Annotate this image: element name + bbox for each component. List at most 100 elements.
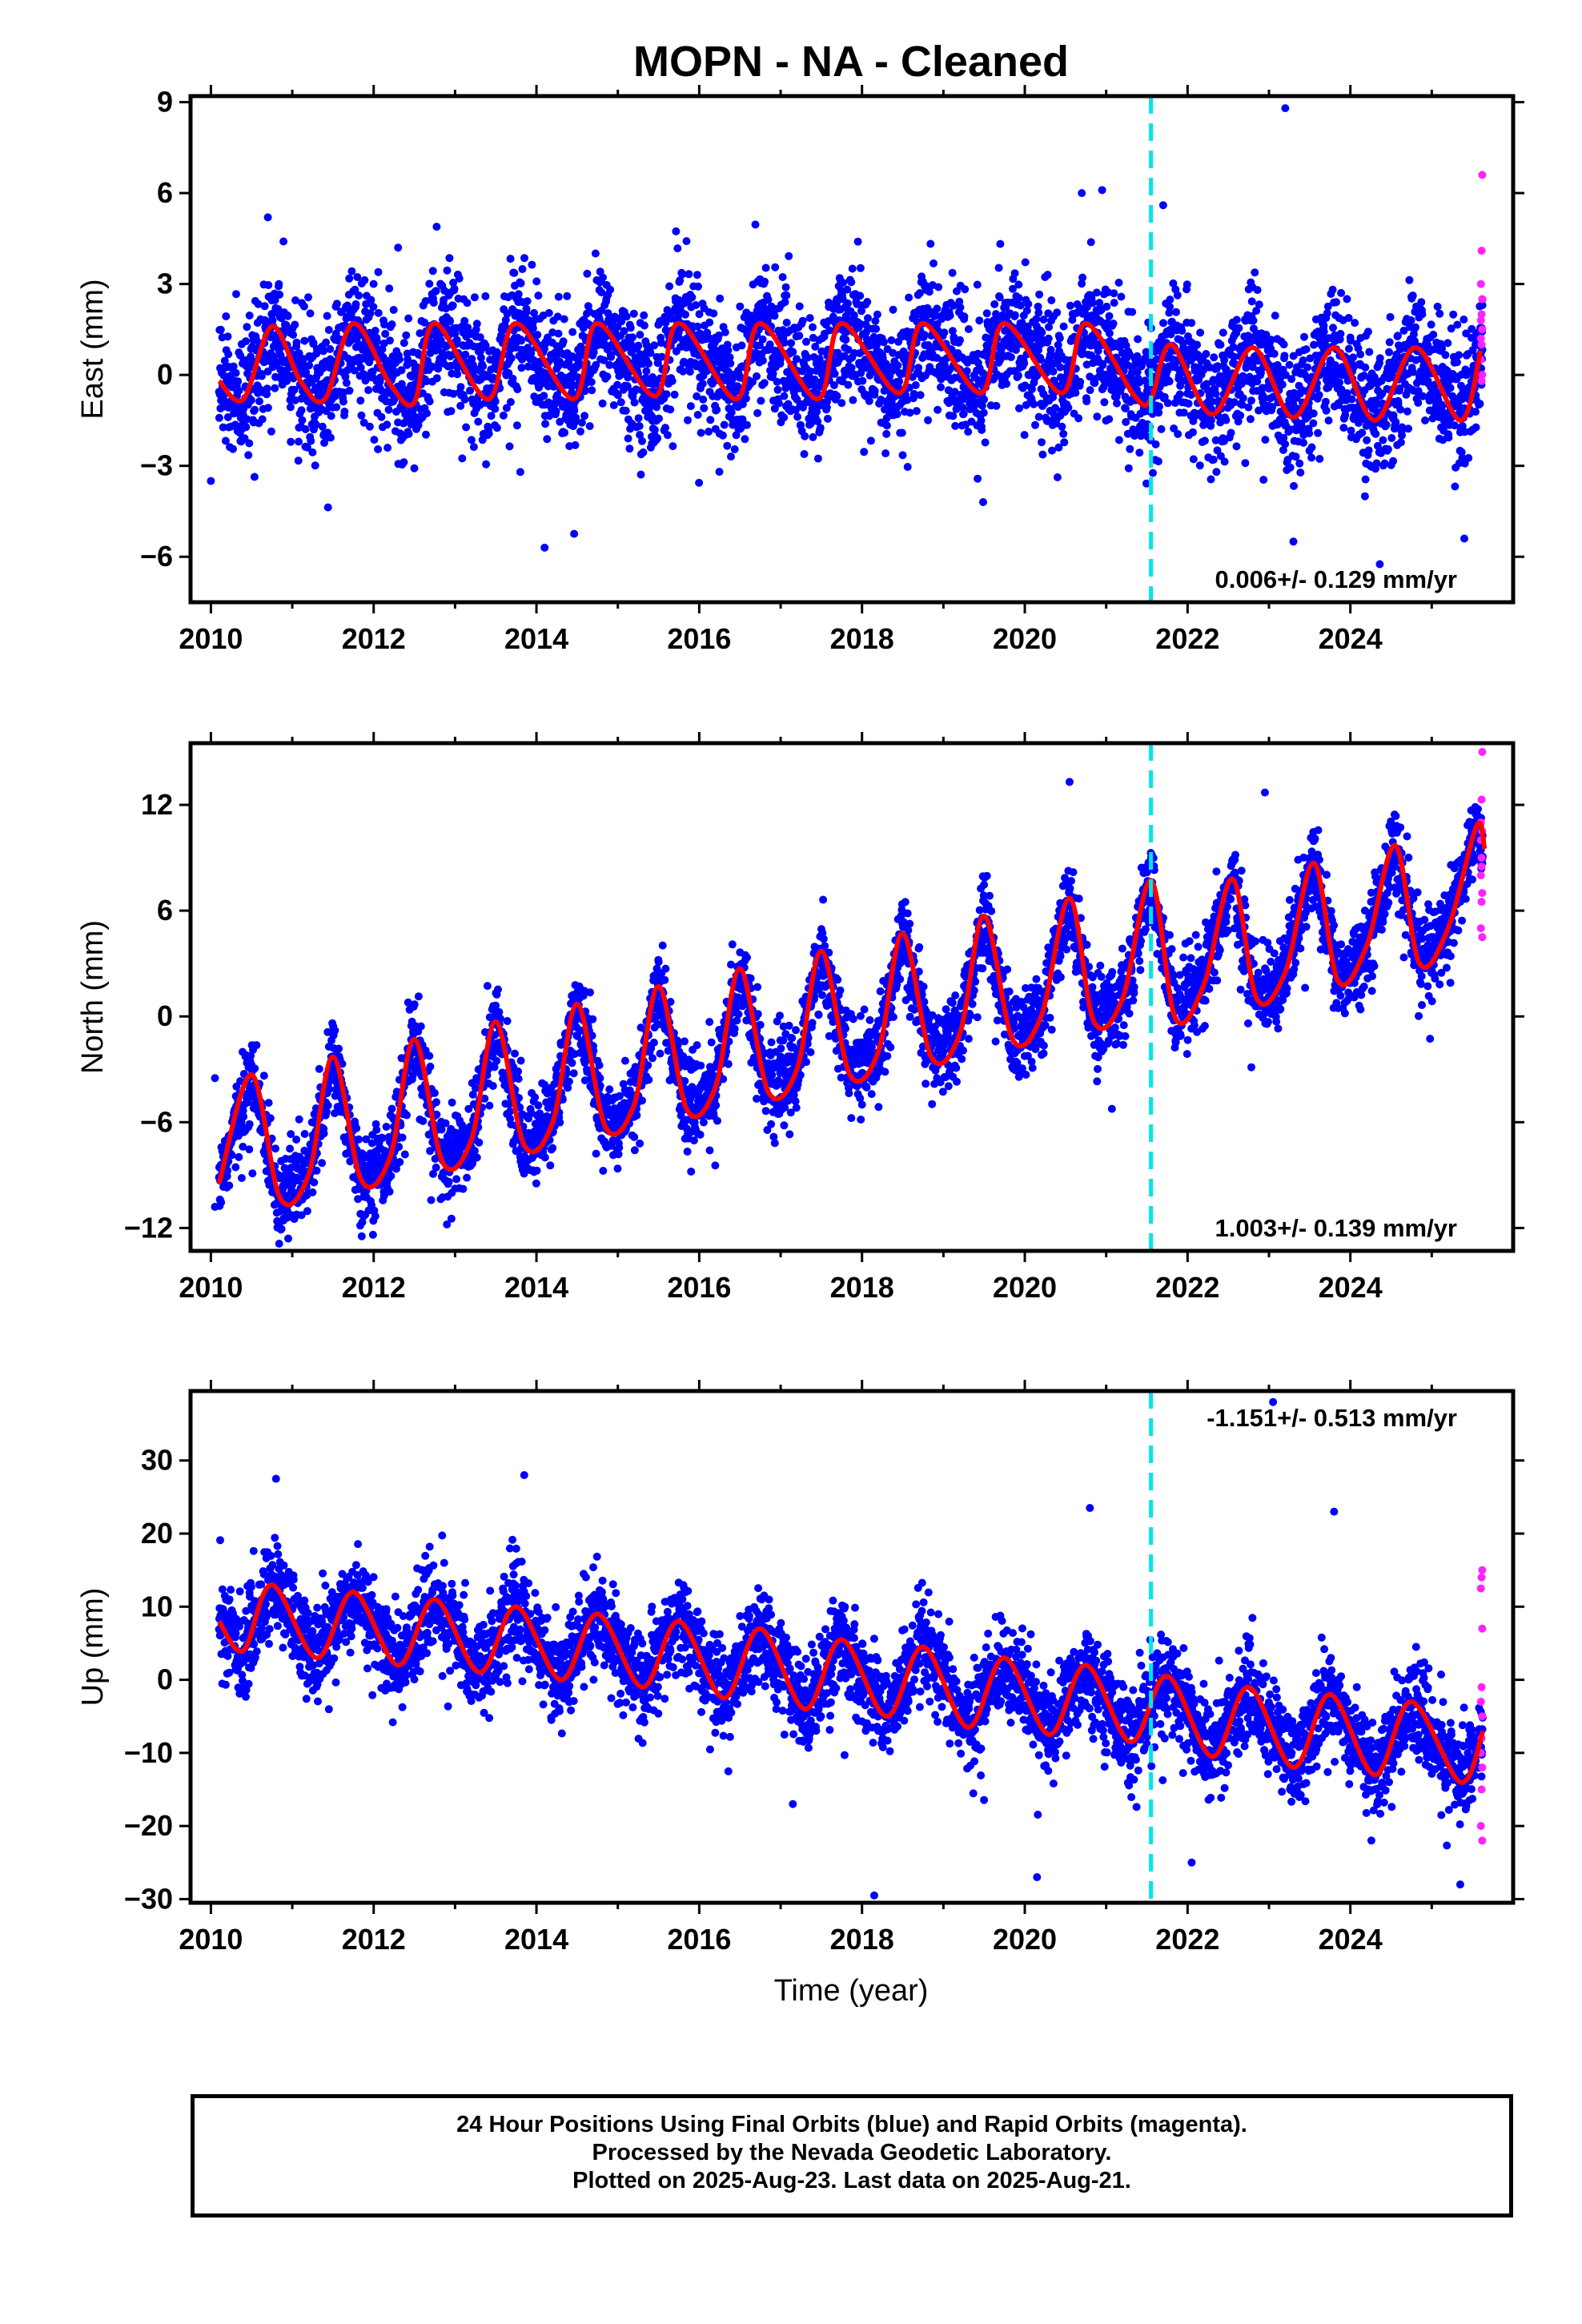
final-orbit-point [291, 320, 299, 329]
final-orbit-point [1300, 332, 1308, 341]
final-orbit-point [909, 390, 918, 398]
final-orbit-points-east [207, 104, 1487, 569]
final-orbit-point [652, 380, 660, 388]
final-orbit-point [385, 284, 394, 293]
chart-title: MOPN - NA - Cleaned [633, 38, 1069, 86]
final-orbit-point [1180, 376, 1189, 385]
final-orbit-point [275, 1240, 283, 1248]
final-orbit-point [1269, 392, 1278, 401]
final-orbit-point [605, 360, 614, 369]
y-tick-label: 6 [157, 176, 173, 209]
final-orbit-point [1090, 379, 1099, 388]
final-orbit-point [853, 237, 862, 246]
final-orbit-point [816, 424, 825, 432]
final-orbit-point [1236, 411, 1245, 420]
final-orbit-point [1455, 351, 1464, 360]
final-orbit-point [665, 282, 674, 291]
final-orbit-point [1078, 273, 1087, 282]
final-orbit-point [1349, 353, 1357, 362]
final-orbit-point [974, 474, 982, 483]
final-orbit-point [1356, 350, 1365, 359]
x-tick-label: 2018 [830, 622, 894, 655]
final-orbit-point [267, 427, 275, 436]
final-orbit-point [977, 416, 986, 425]
final-orbit-point [933, 304, 942, 313]
final-orbit-point [753, 372, 761, 380]
final-orbit-point [858, 376, 867, 385]
final-orbit-point [456, 401, 465, 410]
final-orbit-point [748, 377, 757, 386]
final-orbit-point [1341, 411, 1350, 420]
final-orbit-point [319, 1129, 328, 1138]
final-orbit-point [1385, 348, 1393, 356]
final-orbit-point [741, 394, 750, 403]
final-orbit-point [718, 431, 727, 440]
final-orbit-point [275, 279, 283, 288]
final-orbit-point [756, 341, 764, 350]
final-orbit-point [516, 279, 525, 287]
final-orbit-point [1302, 345, 1311, 354]
final-orbit-point [803, 353, 812, 362]
final-orbit-point [1290, 481, 1298, 490]
final-orbit-point [488, 373, 497, 382]
final-orbit-point [1295, 459, 1304, 468]
final-orbit-point [445, 254, 454, 263]
final-orbit-point [856, 292, 865, 300]
final-orbit-point [655, 414, 663, 423]
final-orbit-point [306, 309, 315, 318]
final-orbit-point [843, 285, 852, 294]
final-orbit-point [1078, 279, 1086, 288]
final-orbit-point [1113, 399, 1121, 408]
final-orbit-point [829, 312, 837, 321]
final-orbit-point [1002, 380, 1011, 388]
final-orbit-point [404, 355, 412, 364]
final-orbit-point [1200, 436, 1209, 445]
final-orbit-point [724, 346, 733, 355]
final-orbit-point [250, 472, 259, 481]
final-orbit-point [219, 423, 227, 432]
final-orbit-point [1336, 329, 1345, 338]
final-orbit-point [422, 430, 430, 439]
final-orbit-point [1279, 340, 1288, 349]
final-orbit-point [1155, 402, 1163, 411]
final-orbit-point [1444, 433, 1453, 442]
final-orbit-point [434, 364, 443, 373]
final-orbit-point [882, 429, 891, 438]
final-orbit-point [323, 312, 331, 320]
final-orbit-point [1296, 468, 1305, 477]
final-orbit-point [721, 328, 729, 336]
final-orbit-point [1128, 308, 1137, 316]
final-orbit-point [1408, 292, 1417, 300]
final-orbit-point [693, 322, 702, 331]
final-orbit-point [774, 399, 783, 408]
final-orbit-point [422, 377, 431, 386]
final-orbit-point [1124, 464, 1133, 472]
final-orbit-point [685, 368, 694, 376]
final-orbit-point [1364, 446, 1373, 455]
final-orbit-point [1049, 367, 1058, 376]
final-orbit-point [725, 353, 734, 362]
final-orbit-point [291, 296, 299, 304]
final-orbit-point [429, 299, 438, 308]
final-orbit-point [251, 1064, 259, 1073]
final-orbit-point [251, 405, 259, 414]
final-orbit-point [554, 329, 563, 338]
final-orbit-point [1092, 288, 1101, 297]
final-orbit-point [1095, 299, 1104, 308]
final-orbit-point [856, 263, 865, 272]
final-orbit-point [326, 433, 335, 442]
final-orbit-point [323, 503, 332, 512]
final-orbit-point [466, 386, 475, 395]
final-orbit-point [1035, 290, 1044, 299]
final-orbit-point [1110, 299, 1118, 308]
final-orbit-point [383, 444, 392, 452]
final-orbit-point [303, 443, 311, 452]
final-orbit-point [318, 1159, 327, 1168]
final-orbit-point [1230, 352, 1239, 361]
final-orbit-point [760, 379, 769, 388]
final-orbit-point [782, 291, 791, 300]
final-orbit-point [1279, 433, 1288, 442]
final-orbit-point [992, 401, 1001, 410]
final-orbit-point [332, 300, 341, 308]
final-orbit-point [530, 308, 538, 317]
